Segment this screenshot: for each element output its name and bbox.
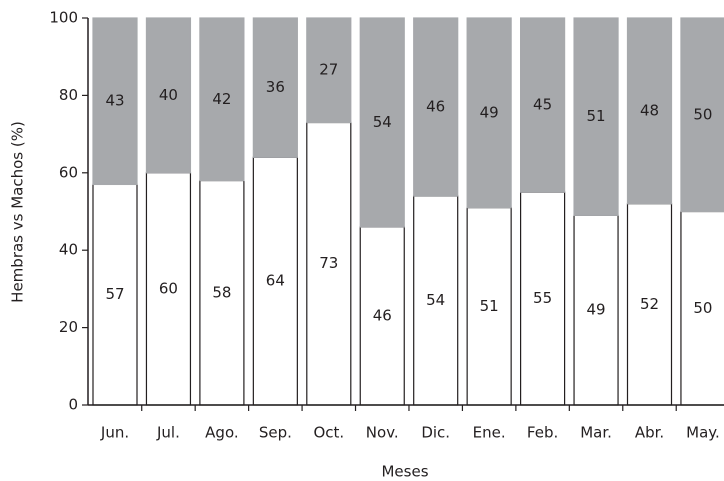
x-tick-label: Oct. [313,424,344,442]
bar-segment [626,17,673,205]
x-axis-title: Meses [381,463,428,481]
data-label: 49 [587,301,606,319]
y-tick-label: 100 [49,9,78,27]
y-tick-label: 20 [59,318,78,336]
data-label: 45 [533,96,552,114]
bar-segment [359,226,405,406]
x-tick-label: Feb. [527,424,558,442]
bar-segment [573,17,619,216]
x-tick-label: May. [686,424,720,442]
data-label: 46 [373,306,392,324]
data-label: 51 [480,297,499,315]
data-label: 43 [105,92,124,110]
data-label: 42 [212,90,231,108]
y-tick-label: 0 [68,396,78,414]
x-tick-label: Sep. [259,424,292,442]
x-tick-label: Ago. [205,424,238,442]
bar-segment [359,17,405,228]
x-tick-label: Dic. [421,424,450,442]
y-axis-title: Hembras vs Machos (%) [9,121,27,303]
data-label: 54 [426,291,445,309]
bar-segment [306,121,352,406]
bar-segment [573,214,619,406]
x-tick-label: Jul. [156,424,180,442]
data-label: 64 [266,272,285,290]
data-label: 40 [159,86,178,104]
x-tick-label: Abr. [635,424,664,442]
data-label: 73 [319,254,338,272]
bar-segment [199,17,245,182]
bar-segment [199,179,245,406]
data-label: 58 [212,283,231,301]
data-label: 52 [640,295,659,313]
bar-segment [413,17,459,197]
bar-segment [466,17,512,209]
data-label: 55 [533,289,552,307]
data-label: 51 [587,107,606,125]
data-label: 36 [266,78,285,96]
data-label: 48 [640,101,659,119]
bar-segment [306,17,352,124]
data-label: 60 [159,279,178,297]
bar-segment [145,17,192,174]
data-label: 50 [693,299,712,317]
y-tick-label: 40 [59,241,78,259]
bar-segment [92,183,138,406]
bar-segment [413,195,459,406]
bar-segment [92,17,138,186]
data-label: 54 [373,113,392,131]
bar-segment [252,17,298,158]
bar-segment [519,17,566,193]
x-tick-label: Jun. [100,424,129,442]
x-tick-label: Nov. [366,424,399,442]
y-tick-label: 60 [59,163,78,181]
bar-segment [252,156,298,406]
data-label: 27 [319,61,338,79]
data-label: 57 [105,285,124,303]
bar-segment [680,17,724,213]
x-tick-label: Mar. [580,424,612,442]
data-label: 49 [480,103,499,121]
y-tick-label: 80 [59,86,78,104]
bar-segment [519,191,566,406]
bar-segment [466,207,512,406]
data-label: 46 [426,98,445,116]
bar-segment [680,210,724,406]
data-label: 50 [693,105,712,123]
x-tick-label: Ene. [473,424,506,442]
